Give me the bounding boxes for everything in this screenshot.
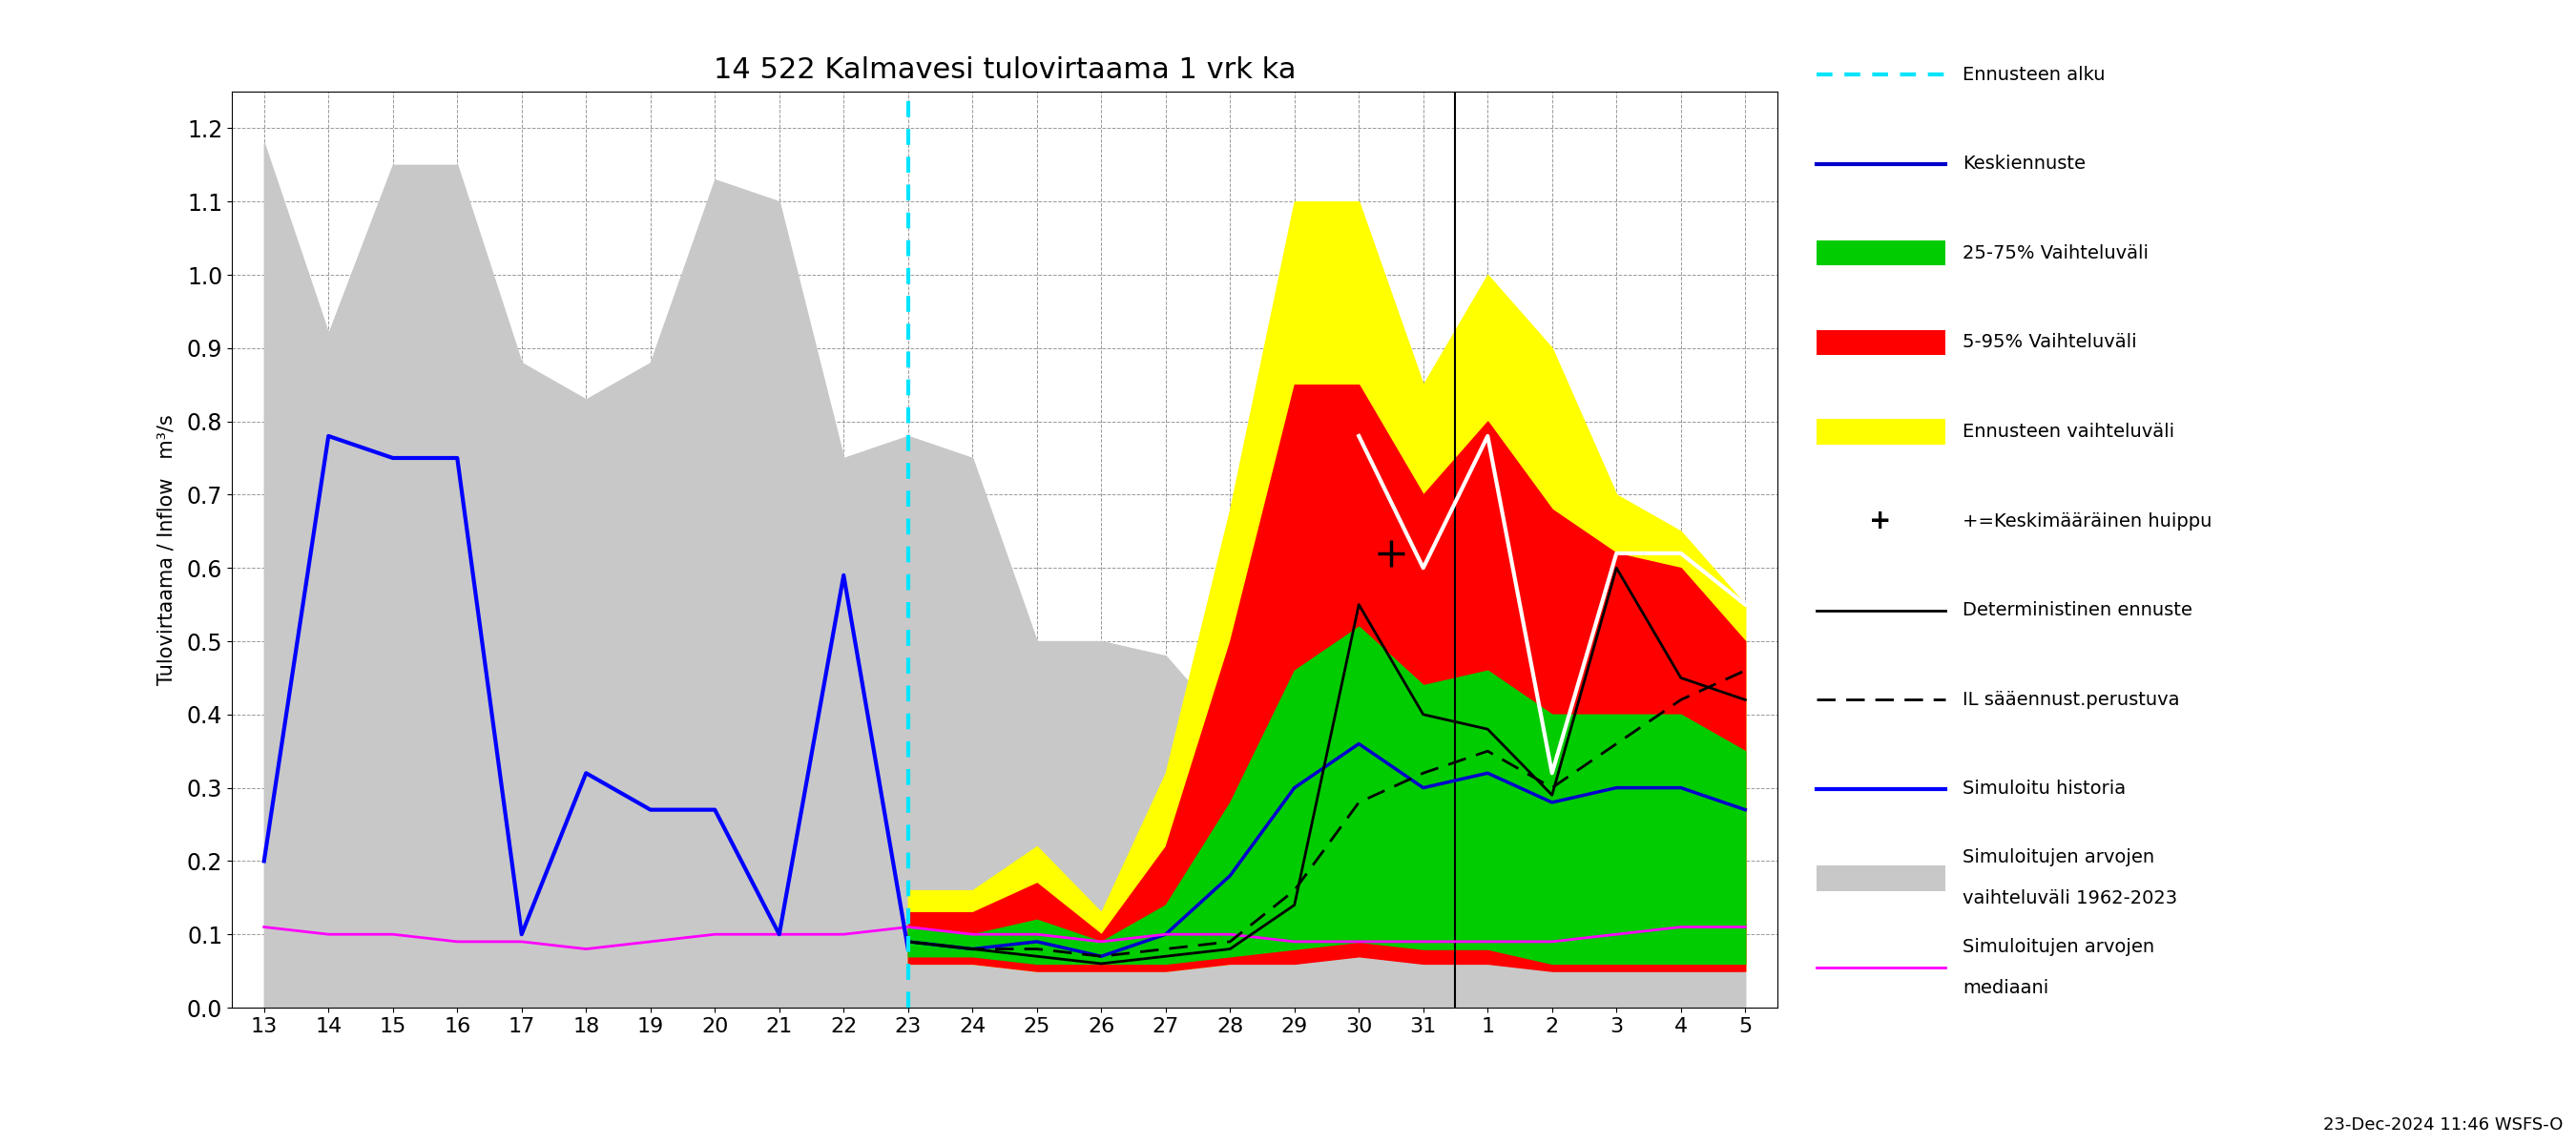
Text: Simuloitujen arvojen: Simuloitujen arvojen <box>1963 848 2154 867</box>
Text: Simuloitujen arvojen: Simuloitujen arvojen <box>1963 938 2154 956</box>
Text: +​=Keskimääräinen huippu: +​=Keskimääräinen huippu <box>1963 512 2213 530</box>
Text: +: + <box>1870 507 1891 535</box>
Text: Keskiennuste: Keskiennuste <box>1963 155 2087 173</box>
Text: Deterministinen ennuste: Deterministinen ennuste <box>1963 601 2192 619</box>
Text: IL sääennust.perustuva: IL sääennust.perustuva <box>1963 690 2179 709</box>
Title: 14 522 Kalmavesi tulovirtaama 1 vrk ka: 14 522 Kalmavesi tulovirtaama 1 vrk ka <box>714 56 1296 84</box>
Text: vaihteluväli 1962-2023: vaihteluväli 1962-2023 <box>1963 890 2177 908</box>
Text: mediaani: mediaani <box>1963 979 2048 997</box>
Text: 23-Dec-2024 11:46 WSFS-O: 23-Dec-2024 11:46 WSFS-O <box>2324 1116 2563 1134</box>
Text: Ennusteen vaihteluväli: Ennusteen vaihteluväli <box>1963 423 2174 441</box>
Y-axis label: Tulovirtaama / Inflow   m³/s: Tulovirtaama / Inflow m³/s <box>157 414 175 685</box>
Text: 5-95% Vaihteluväli: 5-95% Vaihteluväli <box>1963 333 2138 352</box>
Text: Simuloitu historia: Simuloitu historia <box>1963 780 2125 798</box>
Text: Ennusteen alku: Ennusteen alku <box>1963 65 2105 84</box>
Text: 25-75% Vaihteluväli: 25-75% Vaihteluväli <box>1963 244 2148 262</box>
